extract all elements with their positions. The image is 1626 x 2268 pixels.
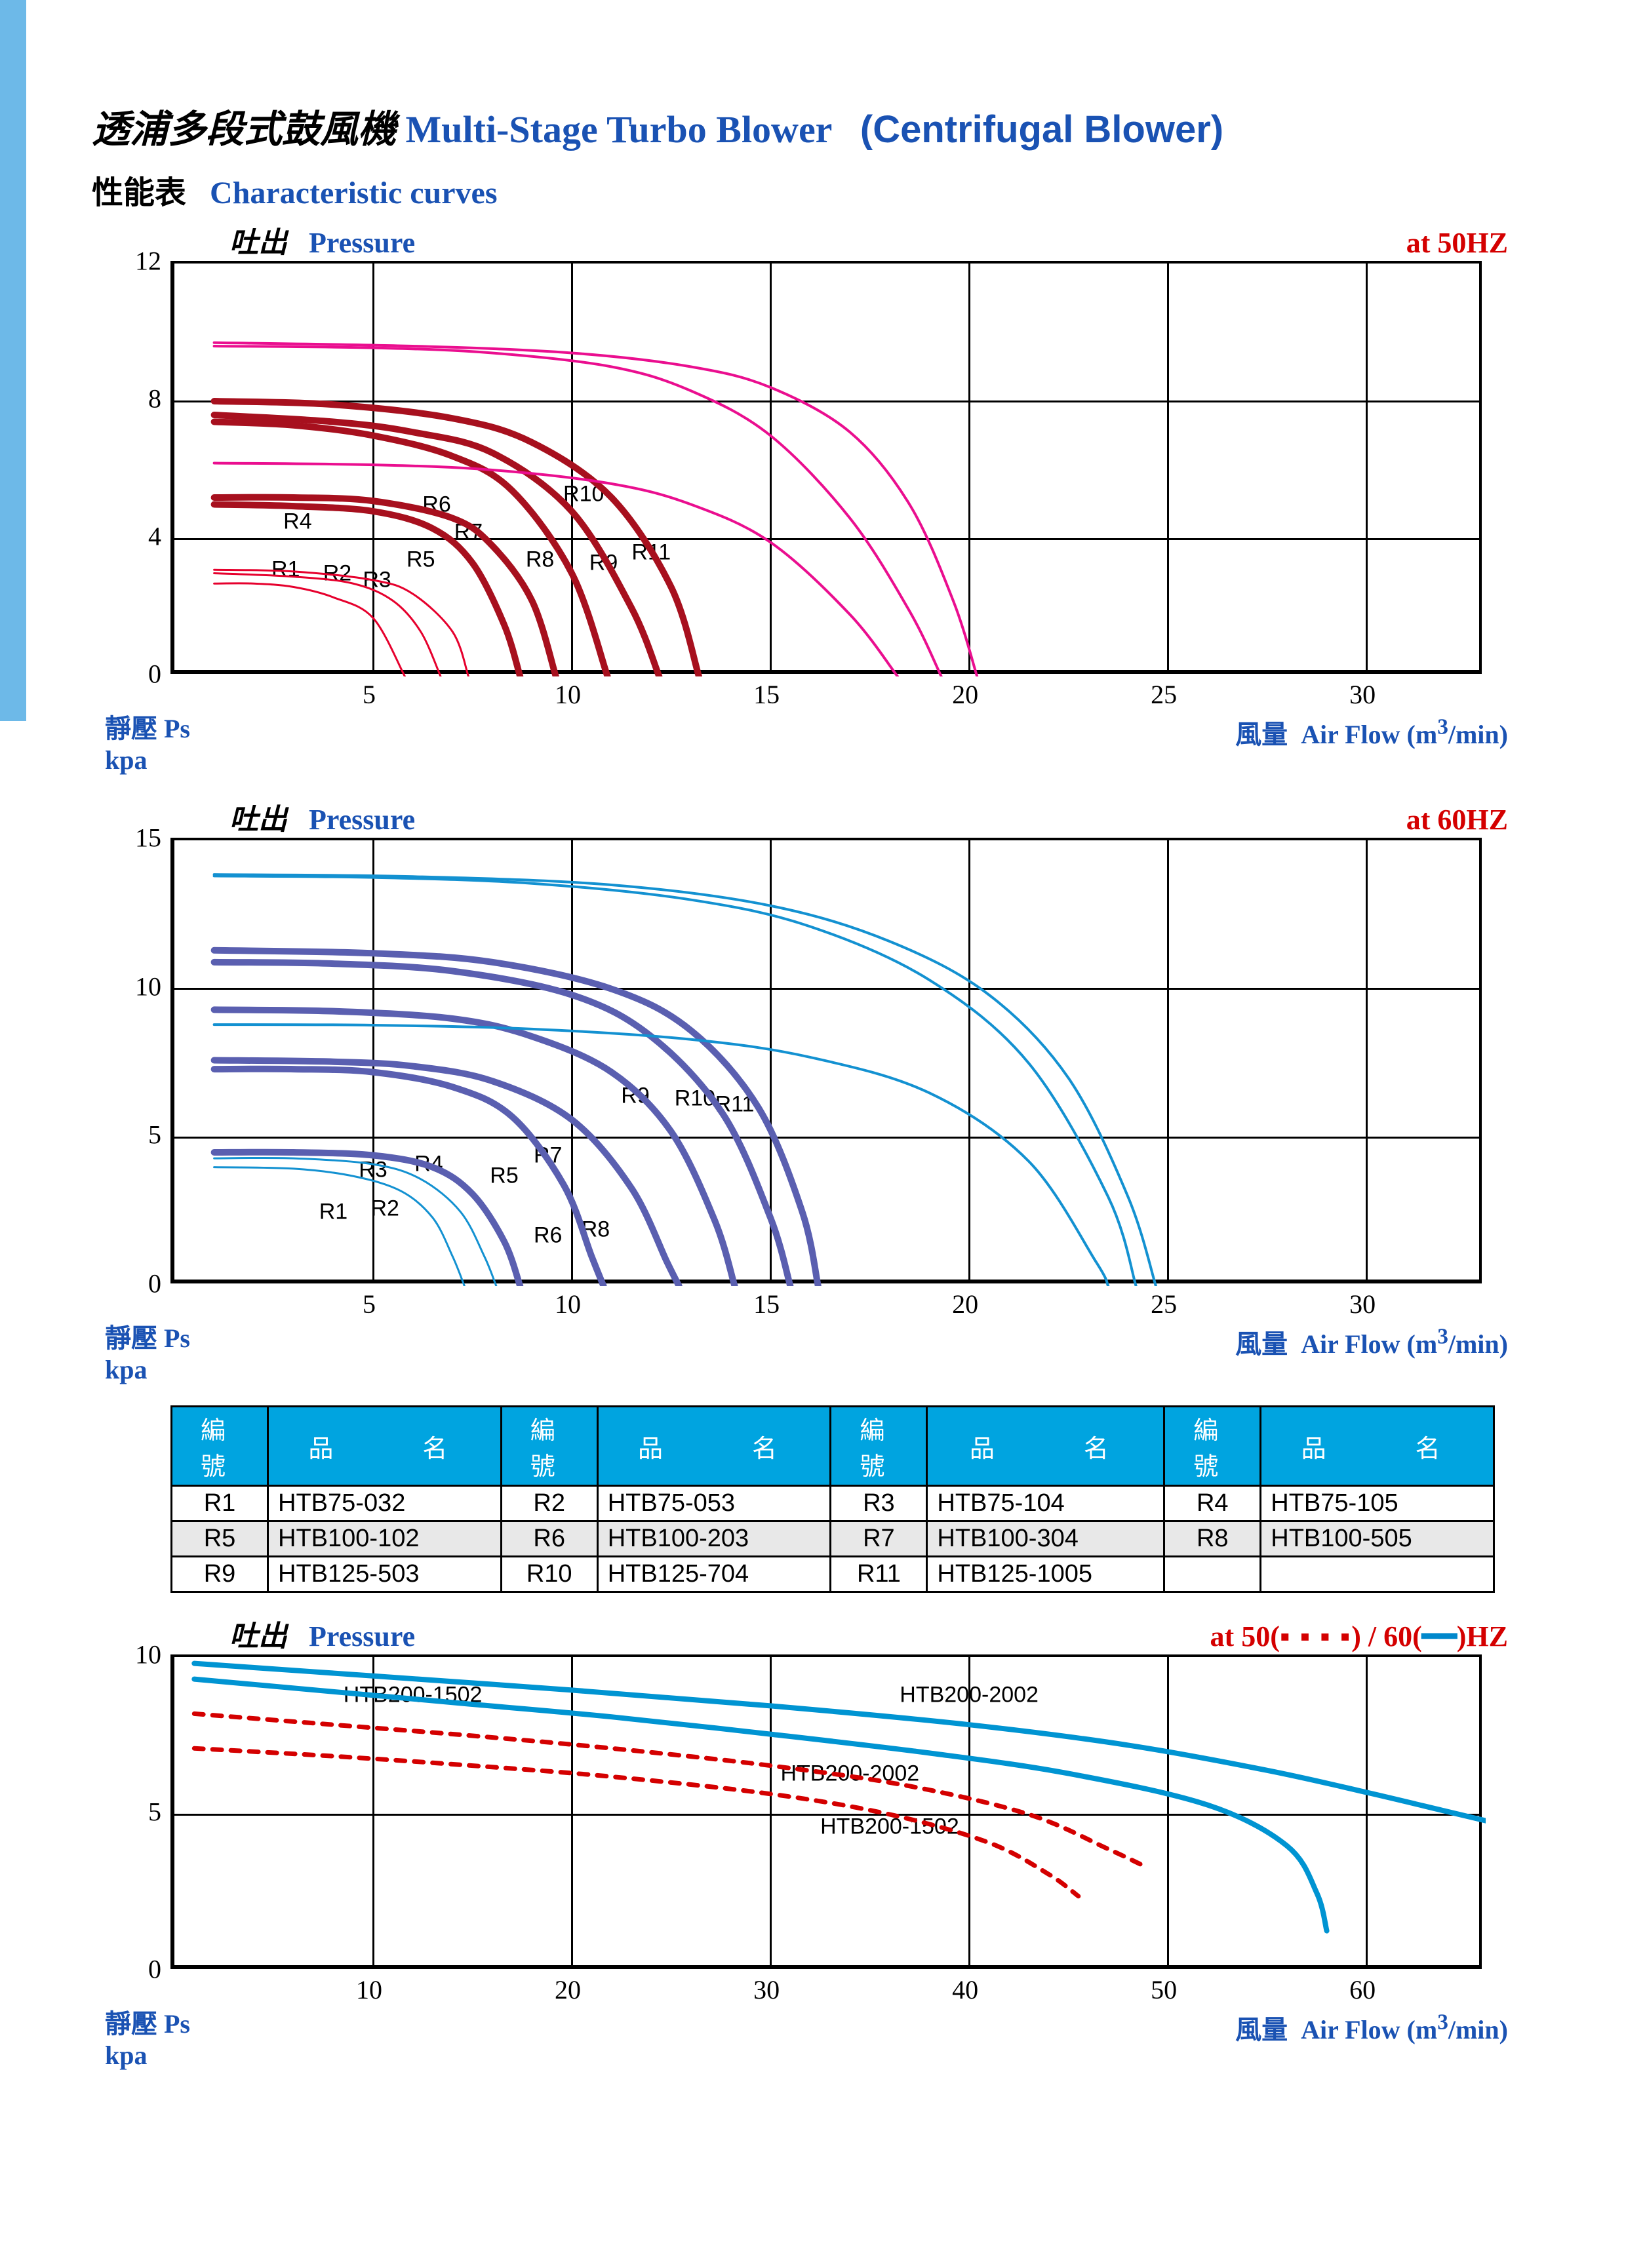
model-code-cell: R10	[501, 1557, 597, 1592]
side-accent-bar	[0, 0, 26, 721]
subtitle-en: Characteristic curves	[210, 176, 498, 210]
page-title: 透浦多段式鼓風機 Multi-Stage Turbo Blower (Centr…	[92, 98, 1534, 153]
model-name-cell: HTB75-105	[1261, 1486, 1494, 1521]
model-name-cell: HTB125-1005	[927, 1557, 1164, 1592]
model-name-cell: HTB100-505	[1261, 1521, 1494, 1557]
y-axis-label-2: 靜壓 Pskpa	[98, 1323, 190, 1386]
chart1-x-ticks: 51015202530	[170, 674, 1482, 713]
model-code-cell: R9	[172, 1557, 268, 1592]
model-code-cell: R5	[172, 1521, 268, 1557]
chart1-plot: R1R2R3R4R5R6R7R8R9R10R11	[170, 261, 1482, 674]
chart1-freq: at 50HZ	[1406, 226, 1508, 260]
model-name-cell: HTB75-053	[597, 1486, 831, 1521]
model-code-cell: R4	[1164, 1486, 1261, 1521]
chart1-y-ticks: 04812	[92, 261, 170, 674]
pressure-label-cn: 吐出	[229, 227, 287, 259]
y-axis-label: 靜壓 Pskpa	[98, 713, 190, 776]
chart2-header: 吐出 Pressure at 60HZ	[92, 796, 1534, 838]
chart2-freq: at 60HZ	[1406, 803, 1508, 836]
chart-htb200: 吐出 Pressure at 50(▪ ▪ ▪ ▪) / 60(━━)HZ 05…	[92, 1613, 1534, 2071]
title-en2: (Centrifugal Blower)	[860, 108, 1223, 151]
page: 透浦多段式鼓風機 Multi-Stage Turbo Blower (Centr…	[0, 0, 1626, 2222]
x-axis-label-2: 風量 Air Flow (m3/min)	[1235, 1323, 1521, 1386]
title-en1: Multi-Stage Turbo Blower	[406, 108, 832, 151]
chart3-header: 吐出 Pressure at 50(▪ ▪ ▪ ▪) / 60(━━)HZ	[92, 1613, 1534, 1654]
model-code-cell: R6	[501, 1521, 597, 1557]
model-name-cell: HTB100-102	[268, 1521, 502, 1557]
model-name-cell: HTB100-304	[927, 1521, 1164, 1557]
model-code-cell: R1	[172, 1486, 268, 1521]
table-header: 品 名	[597, 1407, 831, 1486]
table-header: 編 號	[172, 1407, 268, 1486]
model-name-cell: HTB125-503	[268, 1557, 502, 1592]
chart3-y-ticks: 0510	[92, 1654, 170, 1969]
table-header: 編 號	[501, 1407, 597, 1486]
chart-50hz: 吐出 Pressure at 50HZ 04812 R1R2R3R4R5R6R7…	[92, 219, 1534, 776]
chart3-plot: HTB200-1502HTB200-2002HTB200-2002HTB200-…	[170, 1654, 1482, 1969]
y-axis-label-3: 靜壓 Pskpa	[98, 2008, 190, 2071]
title-cn: 透浦多段式鼓風機	[92, 108, 396, 151]
model-code-cell: R3	[831, 1486, 927, 1521]
pressure-label-en: Pressure	[309, 227, 415, 259]
x-axis-label-3: 風量 Air Flow (m3/min)	[1235, 2008, 1521, 2071]
chart3-freq: at 50(▪ ▪ ▪ ▪) / 60(━━)HZ	[1210, 1620, 1508, 1653]
subtitle: 性能表 Characteristic curves	[92, 166, 1534, 212]
subtitle-cn: 性能表	[92, 176, 186, 210]
model-code-cell: R2	[501, 1486, 597, 1521]
model-code-cell: R11	[831, 1557, 927, 1592]
model-name-cell: HTB125-704	[597, 1557, 831, 1592]
table-header: 編 號	[1164, 1407, 1261, 1486]
model-name-cell: HTB100-203	[597, 1521, 831, 1557]
table-header: 品 名	[1261, 1407, 1494, 1486]
model-code-cell	[1164, 1557, 1261, 1592]
model-code-cell: R7	[831, 1521, 927, 1557]
table-header: 品 名	[268, 1407, 502, 1486]
chart3-x-ticks: 102030405060	[170, 1969, 1482, 2008]
model-name-cell: HTB75-032	[268, 1486, 502, 1521]
table-header: 品 名	[927, 1407, 1164, 1486]
model-name-cell: HTB75-104	[927, 1486, 1164, 1521]
model-table: 編 號品 名編 號品 名編 號品 名編 號品 名R1HTB75-032R2HTB…	[170, 1405, 1495, 1593]
chart-60hz: 吐出 Pressure at 60HZ 051015 R1R2R3R4R5R6R…	[92, 796, 1534, 1386]
model-name-cell	[1261, 1557, 1494, 1592]
x-axis-label: 風量 Air Flow (m3/min)	[1235, 713, 1521, 776]
chart2-y-ticks: 051015	[92, 838, 170, 1283]
table-header: 編 號	[831, 1407, 927, 1486]
model-code-cell: R8	[1164, 1521, 1261, 1557]
chart2-x-ticks: 51015202530	[170, 1283, 1482, 1323]
chart1-header: 吐出 Pressure at 50HZ	[92, 219, 1534, 261]
chart2-plot: R1R2R3R4R5R6R7R8R9R10R11	[170, 838, 1482, 1283]
